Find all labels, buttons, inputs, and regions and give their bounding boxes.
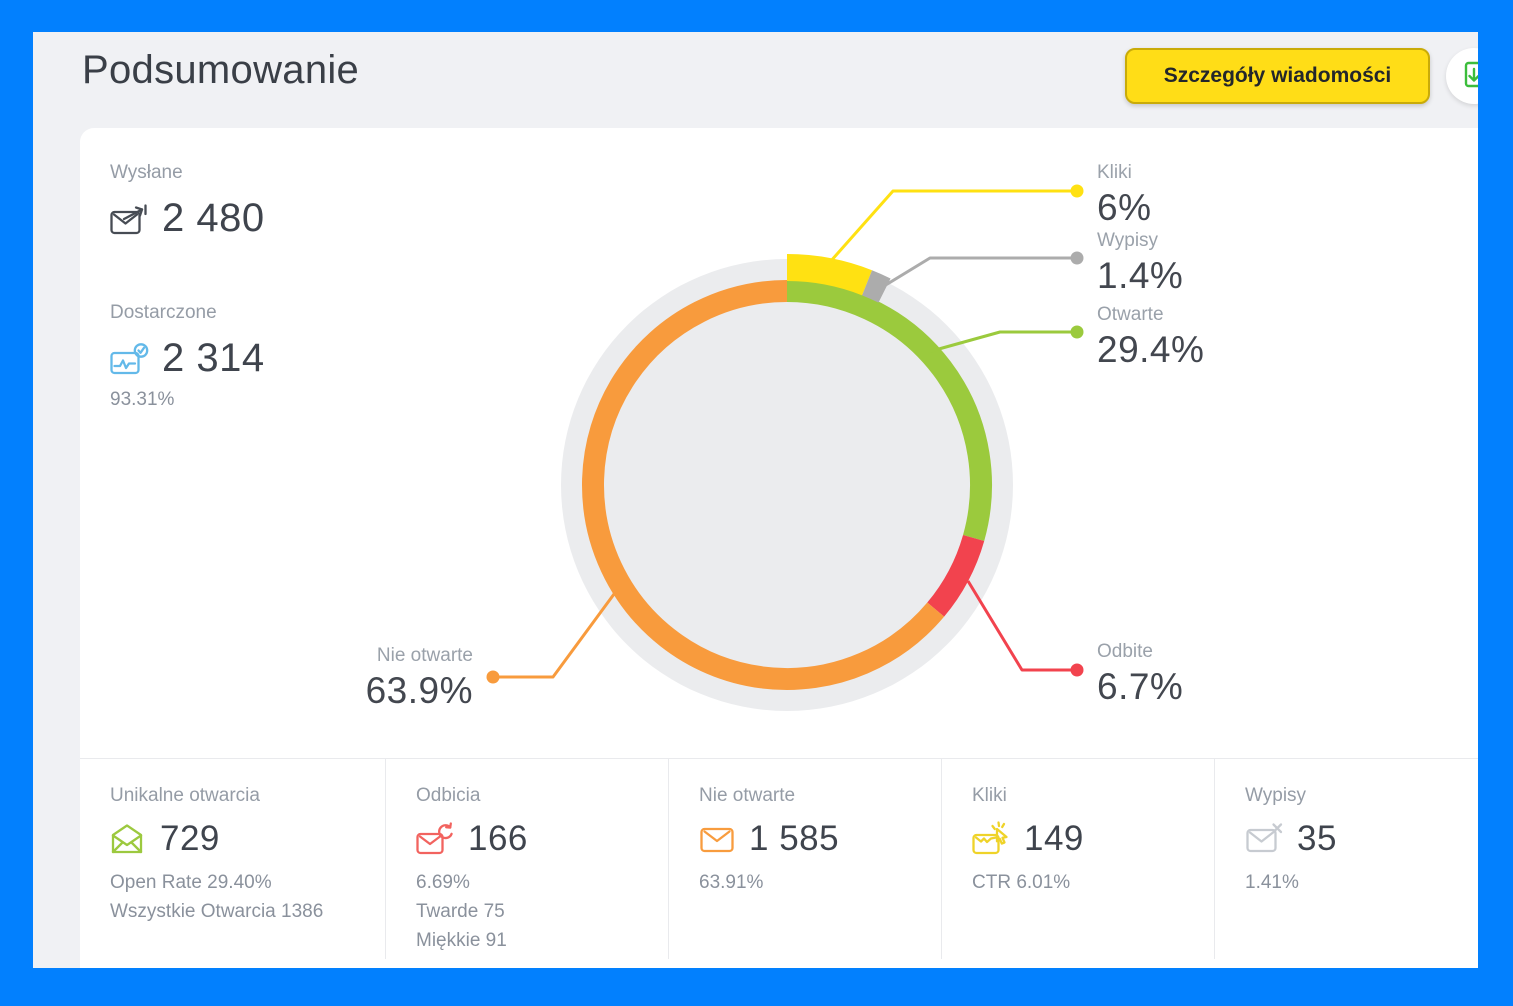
ctr-text: CTR 6.01% [972,872,1071,893]
soft-bounces-text: Miękkie 91 [416,930,507,951]
bounce-rate-text: 6.69% [416,872,470,893]
callout-unsubscribes-label: Wypisy [1097,230,1159,251]
bounces-card: Odbicia 166 6.69% Twarde 75 [385,759,668,959]
envelope-closed-icon [699,822,735,856]
callout-not-opened-value: 63.9% [365,670,473,711]
callout-not-opened: Nie otwarte 63.9% [233,644,473,712]
unsubscribes-label: Wypisy [1245,785,1307,806]
sent-label: Wysłane [110,162,183,183]
not-opened-label: Nie otwarte [699,785,796,806]
callout-bounced-value: 6.7% [1097,666,1184,707]
not-opened-value: 1 585 [749,819,840,858]
callout-clicks: Kliki 6% [1097,161,1151,229]
envelope-open-icon [110,822,146,856]
envelope-click-icon [972,821,1010,857]
callout-bounced: Odbite 6.7% [1097,640,1183,708]
open-rate-text: Open Rate 29.40% [110,872,272,893]
message-details-button[interactable]: Szczegóły wiadomości [1125,48,1430,104]
all-opens-text: Wszystkie Otwarcia 1386 [110,901,324,922]
envelope-delivered-icon [110,342,150,376]
chart-panel: Wysłane 2 480 Dostarczone [80,128,1478,968]
callout-opened-label: Otwarte [1097,304,1164,325]
stats-row: Unikalne otwarcia 729 Open Rate 29.40% W… [80,758,1478,959]
clicks-label: Kliki [972,785,1007,806]
unsubscribes-card: Wypisy 35 1.41% [1214,759,1478,959]
bounces-value: 166 [468,819,528,858]
unique-opens-label: Unikalne otwarcia [110,785,260,806]
delivered-stat: Dostarczone 2 314 93.31% [110,302,265,411]
sent-stat: Wysłane 2 480 [110,162,265,241]
callout-opened: Otwarte 29.4% [1097,303,1204,371]
callout-unsubscribes-value: 1.4% [1097,255,1184,296]
callout-opened-value: 29.4% [1097,329,1205,370]
unsubscribes-value: 35 [1297,819,1337,858]
unique-opens-card: Unikalne otwarcia 729 Open Rate 29.40% W… [80,759,385,959]
not-opened-card: Nie otwarte 1 585 63.91% [668,759,941,959]
not-opened-rate-text: 63.91% [699,872,764,893]
callout-clicks-value: 6% [1097,187,1152,228]
callout-clicks-label: Kliki [1097,162,1132,183]
unsubscribe-rate-text: 1.41% [1245,872,1299,893]
donut-chart[interactable] [80,128,1478,760]
envelope-bounce-icon [416,822,454,856]
delivered-value: 2 314 [162,336,265,380]
callout-not-opened-label: Nie otwarte [376,645,473,666]
envelope-sent-icon [110,202,150,236]
clicks-value: 149 [1024,819,1084,858]
summary-card: Podsumowanie Szczegóły wiadomości Wysłan… [33,32,1478,968]
bounces-label: Odbicia [416,785,481,806]
delivered-label: Dostarczone [110,302,217,323]
message-details-button-label: Szczegóły wiadomości [1163,64,1392,87]
callout-unsubscribes: Wypisy 1.4% [1097,229,1183,297]
sent-value: 2 480 [162,196,265,240]
export-report-button[interactable] [1446,48,1478,104]
delivered-percent: 93.31% [110,389,175,410]
unique-opens-value: 729 [160,819,220,858]
clicks-card: Kliki 149 CTR 6.01% [941,759,1214,959]
envelope-unsubscribe-icon [1245,822,1283,856]
hard-bounces-text: Twarde 75 [416,901,505,922]
callout-bounced-label: Odbite [1097,641,1153,662]
download-file-icon [1457,59,1478,93]
page-title: Podsumowanie [82,48,360,92]
